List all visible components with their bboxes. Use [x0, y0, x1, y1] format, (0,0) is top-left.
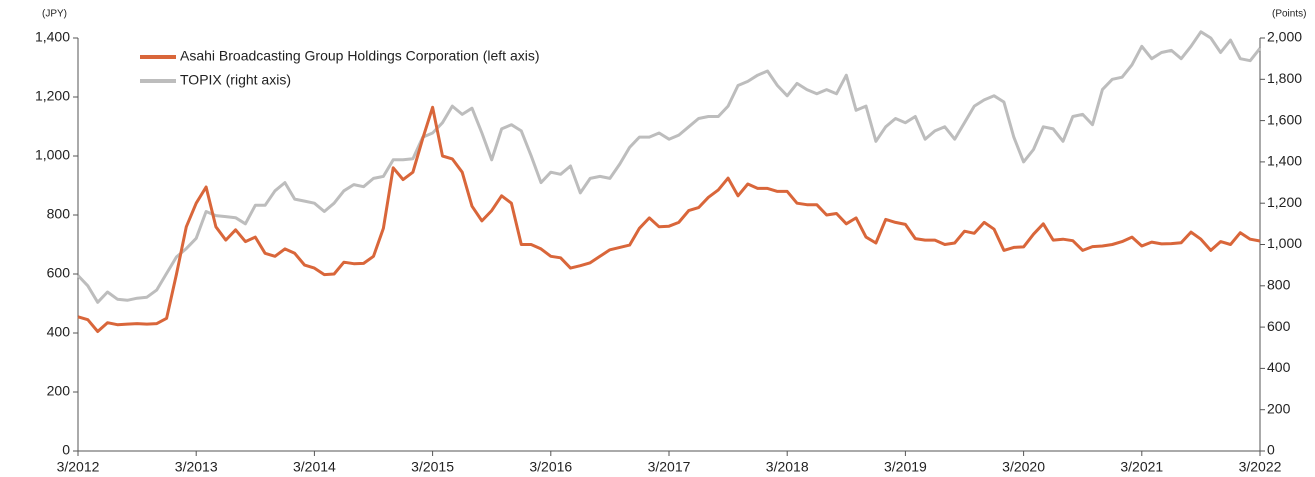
y-tick-label: 200 — [47, 383, 71, 399]
x-tick-label: 3/2018 — [766, 459, 809, 475]
series-line — [76, 30, 1262, 304]
x-tick-label: 3/2019 — [884, 459, 927, 475]
y2-tick-label: 1,200 — [1267, 194, 1302, 210]
y-tick-label: 800 — [47, 206, 71, 222]
legend-label: Asahi Broadcasting Group Holdings Corpor… — [180, 48, 540, 64]
x-tick-label: 3/2015 — [411, 459, 454, 475]
legend-label: TOPIX (right axis) — [180, 72, 291, 88]
y-axis-label: (JPY) — [42, 9, 67, 20]
y-tick-label: 600 — [47, 265, 71, 281]
y2-tick-label: 800 — [1267, 277, 1291, 293]
x-tick-label: 3/2013 — [175, 459, 218, 475]
y2-tick-label: 1,400 — [1267, 153, 1302, 169]
x-tick-label: 3/2014 — [293, 459, 336, 475]
y2-tick-label: 600 — [1267, 318, 1291, 334]
x-tick-label: 3/2020 — [1002, 459, 1045, 475]
y2-tick-label: 1,600 — [1267, 111, 1302, 127]
x-tick-label: 3/2016 — [529, 459, 572, 475]
y2-tick-label: 1,000 — [1267, 235, 1302, 251]
y2-tick-label: 0 — [1267, 442, 1275, 458]
y-tick-label: 1,000 — [35, 147, 70, 163]
x-tick-label: 3/2021 — [1120, 459, 1163, 475]
y-tick-label: 400 — [47, 324, 71, 340]
y2-tick-label: 200 — [1267, 400, 1291, 416]
y2-tick-label: 1,800 — [1267, 70, 1302, 86]
series-line — [77, 105, 1261, 333]
y2-tick-label: 2,000 — [1267, 29, 1302, 45]
y-tick-label: 1,200 — [35, 88, 70, 104]
x-tick-label: 3/2017 — [648, 459, 691, 475]
y-tick-label: 0 — [62, 442, 70, 458]
y2-tick-label: 400 — [1267, 359, 1291, 375]
x-tick-label: 3/2022 — [1239, 459, 1282, 475]
y-tick-label: 1,400 — [35, 29, 70, 45]
x-tick-label: 3/2012 — [57, 459, 100, 475]
y2-axis-label: (Points) — [1272, 9, 1306, 20]
